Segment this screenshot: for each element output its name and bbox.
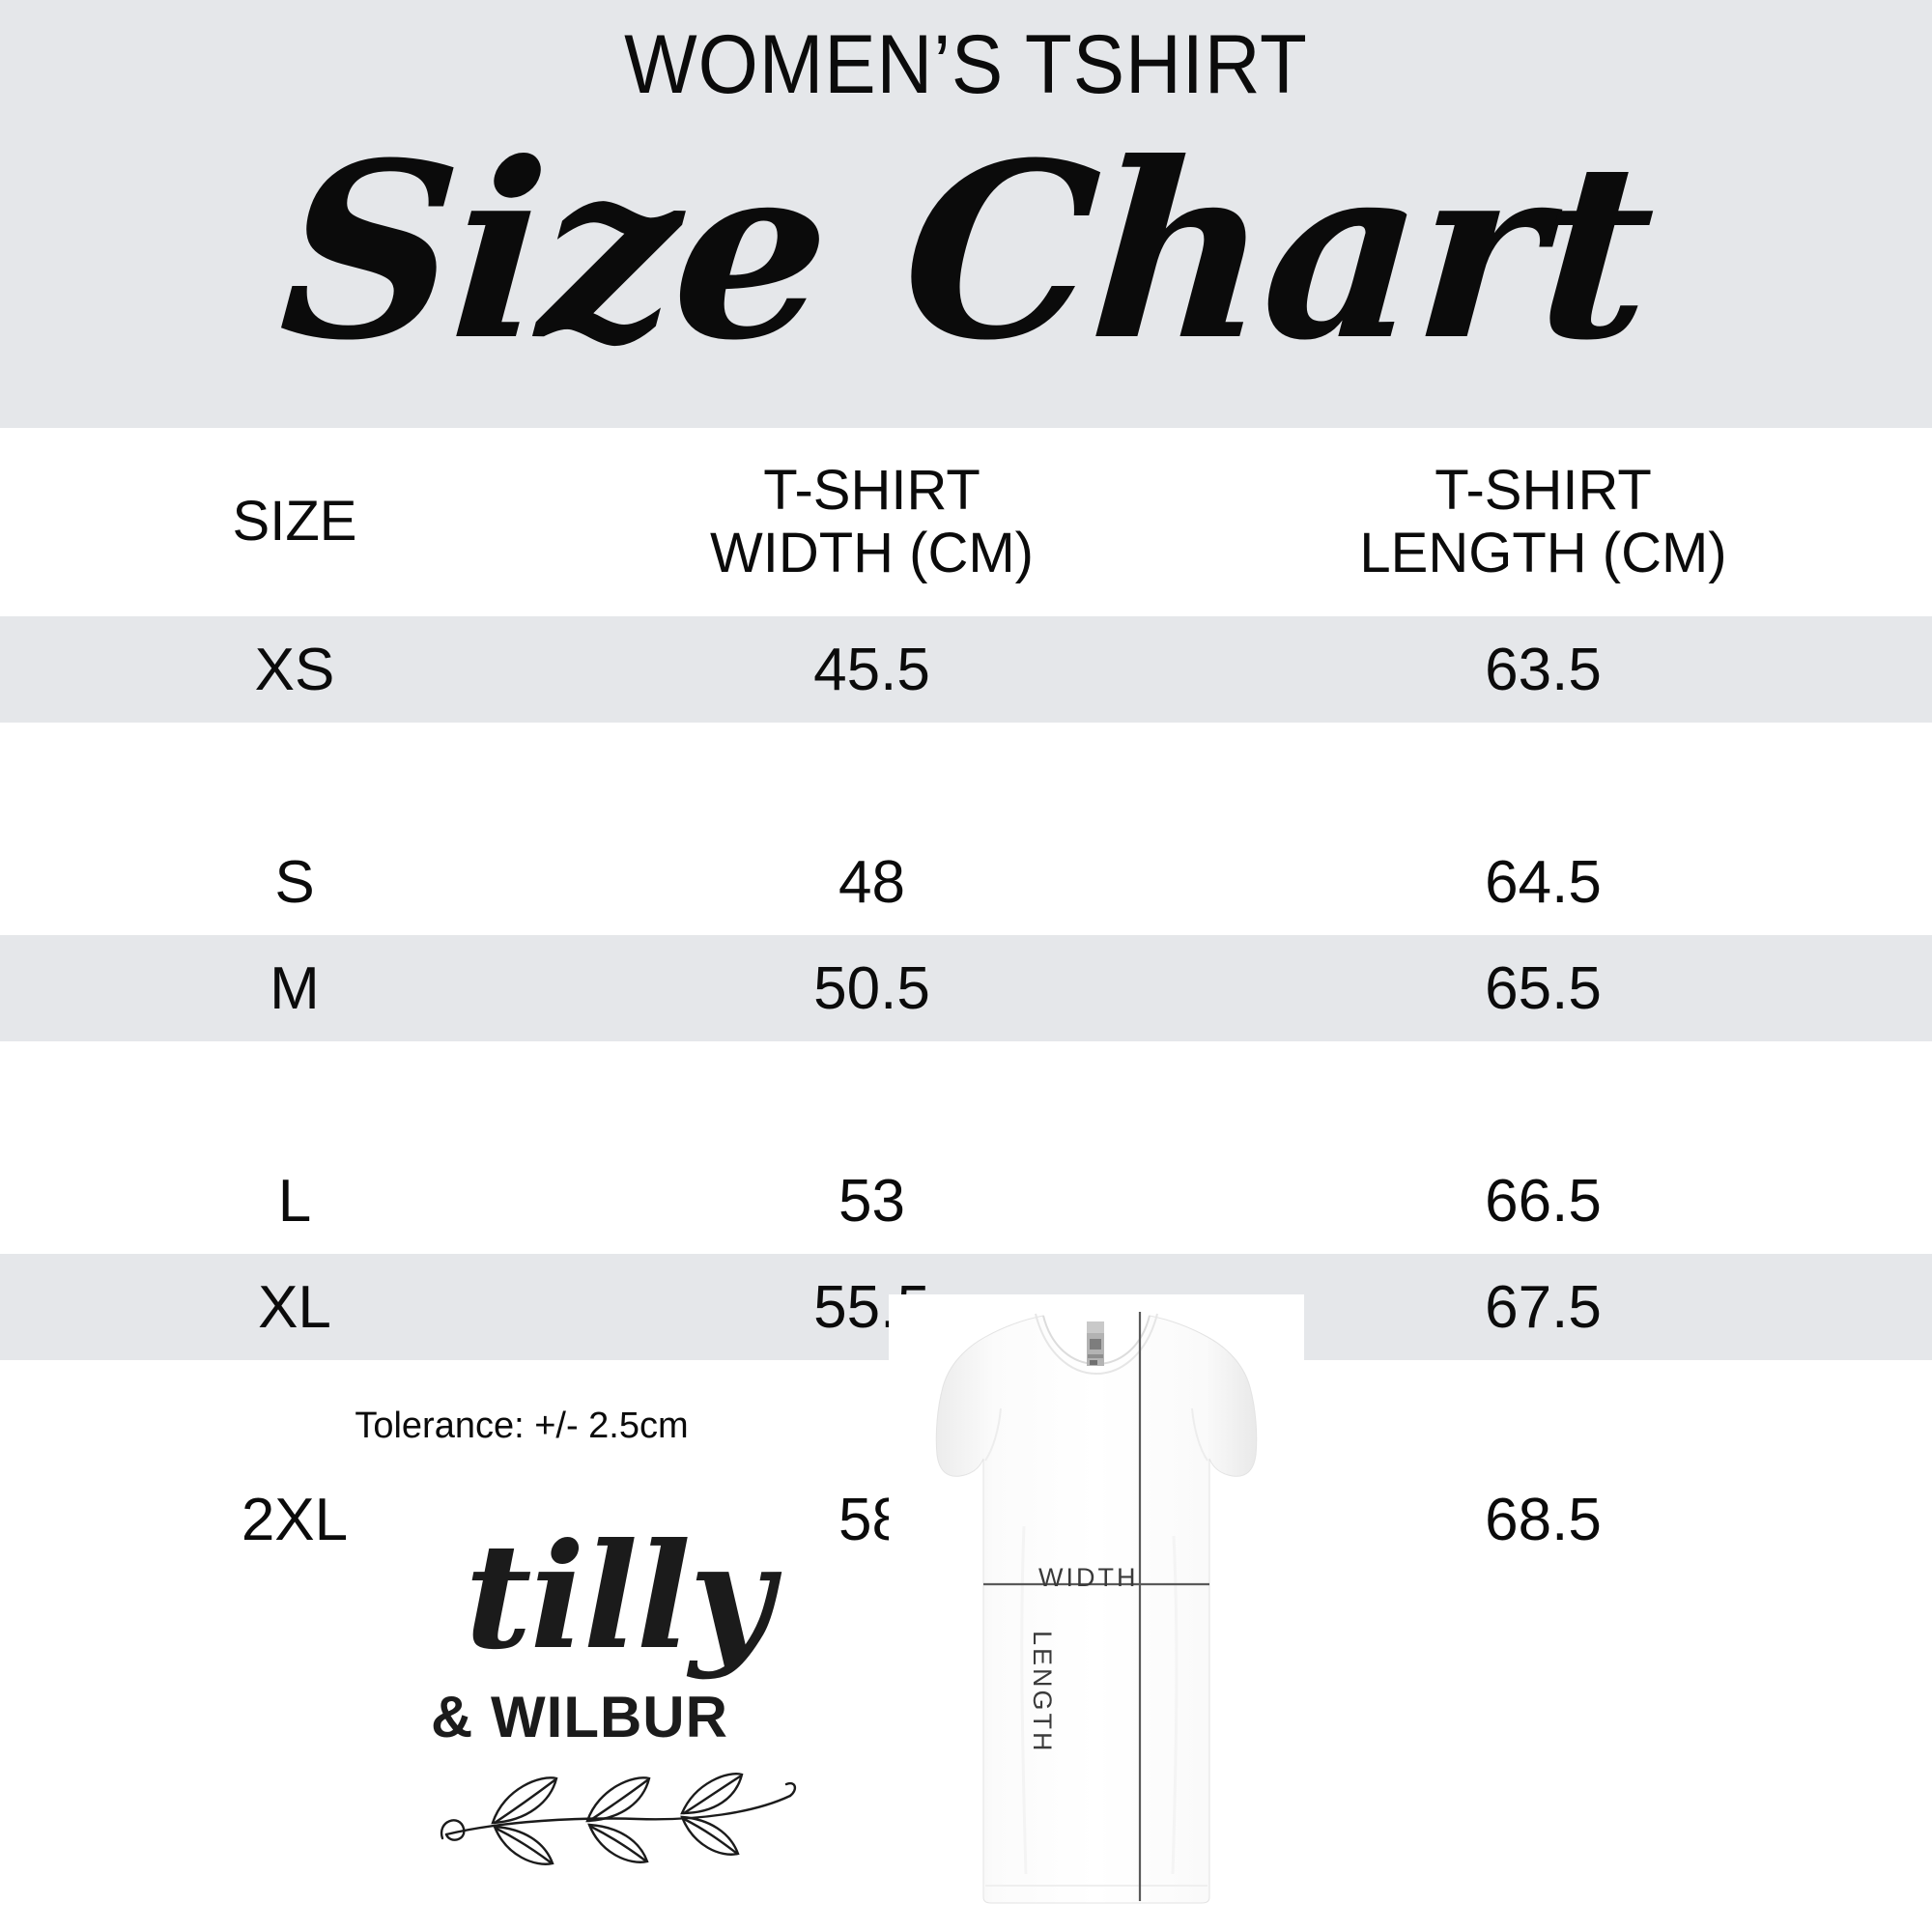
column-header-width: T-SHIRT WIDTH (CM) (589, 458, 1154, 585)
measurement-lines (983, 1312, 1209, 1901)
brand-name-script: tilly (465, 1512, 773, 1682)
page-title: Size Chart (272, 109, 1660, 393)
header-banner: WOMEN’S TSHIRT Size Chart (0, 0, 1932, 428)
cell-length: 68.5 (1485, 1486, 1602, 1553)
tshirt-body (935, 1313, 1258, 1904)
cell-width: 48 (838, 848, 905, 916)
diagram-width-label: WIDTH (1038, 1563, 1139, 1592)
cell-size: XS (254, 636, 335, 703)
tshirt-diagram: WIDTH LENGTH (889, 1294, 1304, 1932)
cell-width: 45.5 (813, 636, 930, 703)
row-spacer (0, 1041, 1932, 1148)
brand-name-sub: & WILBUR (431, 1685, 728, 1749)
cell-width: 53 (838, 1167, 905, 1235)
branch-flourish-icon (440, 1773, 797, 1865)
row-spacer (0, 723, 1932, 829)
cell-size: XL (258, 1273, 331, 1341)
cell-size: S (274, 848, 315, 916)
cell-length: 67.5 (1485, 1273, 1602, 1341)
cell-length: 64.5 (1485, 848, 1602, 916)
page-subtitle: WOMEN’S TSHIRT (624, 18, 1308, 111)
tolerance-note: Tolerance: +/- 2.5cm (355, 1406, 689, 1446)
cell-size: L (277, 1167, 312, 1235)
size-table: SIZE T-SHIRT WIDTH (CM) T-SHIRT LENGTH (… (0, 428, 1932, 1573)
column-header-size: SIZE (232, 490, 357, 554)
column-header-width-line2: WIDTH (CM) (709, 521, 1034, 584)
cell-width: 50.5 (813, 954, 930, 1022)
cell-length: 66.5 (1485, 1167, 1602, 1235)
cell-size: M (270, 954, 320, 1022)
tshirt-illustration-icon (935, 1312, 1258, 1904)
brand-logo: tilly & WILBUR (415, 1512, 821, 1918)
cell-length: 63.5 (1485, 636, 1602, 703)
table-row: L 53 66.5 (0, 1148, 1932, 1254)
cell-size: 2XL (241, 1486, 349, 1553)
column-header-length: T-SHIRT LENGTH (CM) (1154, 458, 1932, 585)
column-header-width-line1: T-SHIRT (763, 458, 980, 522)
table-row: M 50.5 65.5 (0, 935, 1932, 1041)
column-header-length-line2: LENGTH (CM) (1359, 521, 1727, 584)
cell-length: 65.5 (1485, 954, 1602, 1022)
column-header-length-line1: T-SHIRT (1435, 458, 1652, 522)
table-row: S 48 64.5 (0, 829, 1932, 935)
table-header-row: SIZE T-SHIRT WIDTH (CM) T-SHIRT LENGTH (… (0, 428, 1932, 616)
diagram-length-label: LENGTH (1028, 1631, 1057, 1754)
table-row: XS 45.5 63.5 (0, 616, 1932, 723)
care-label-icon (1087, 1321, 1104, 1366)
